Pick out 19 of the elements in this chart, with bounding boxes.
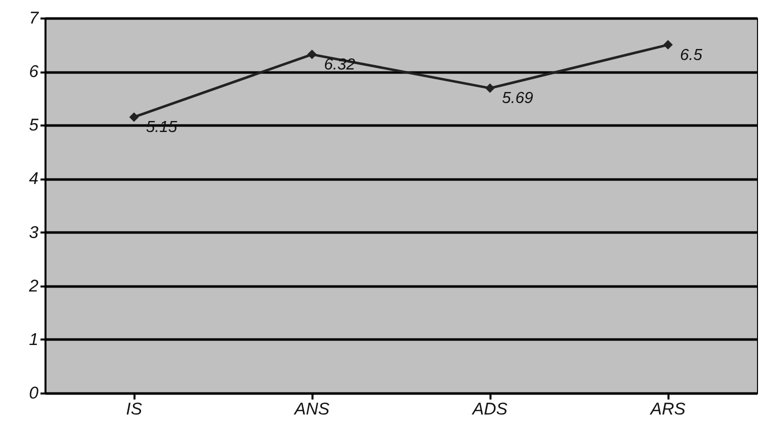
x-tick-label: ADS	[472, 400, 508, 418]
y-tick-label: 4	[29, 169, 38, 188]
x-tick-label: ANS	[294, 400, 330, 418]
point	[663, 40, 673, 50]
y-tick-label: 1	[29, 330, 38, 349]
y-tick-label: 6	[29, 62, 40, 82]
point	[129, 112, 139, 122]
data-label: 5.69	[502, 90, 534, 108]
point	[307, 50, 317, 60]
y-tick-label: 2	[28, 276, 40, 296]
x-tick-label: IS	[126, 400, 143, 418]
y-tick-label: 3	[29, 222, 40, 242]
point	[485, 83, 495, 93]
y-tick-label: 0	[29, 384, 40, 402]
x-tick-label: ARS	[650, 400, 686, 418]
data-label: 6.32	[324, 56, 356, 74]
y-tick-label: 7	[29, 8, 40, 28]
y-tick-label: 5	[29, 116, 40, 135]
data-label: 6.5	[680, 46, 702, 64]
